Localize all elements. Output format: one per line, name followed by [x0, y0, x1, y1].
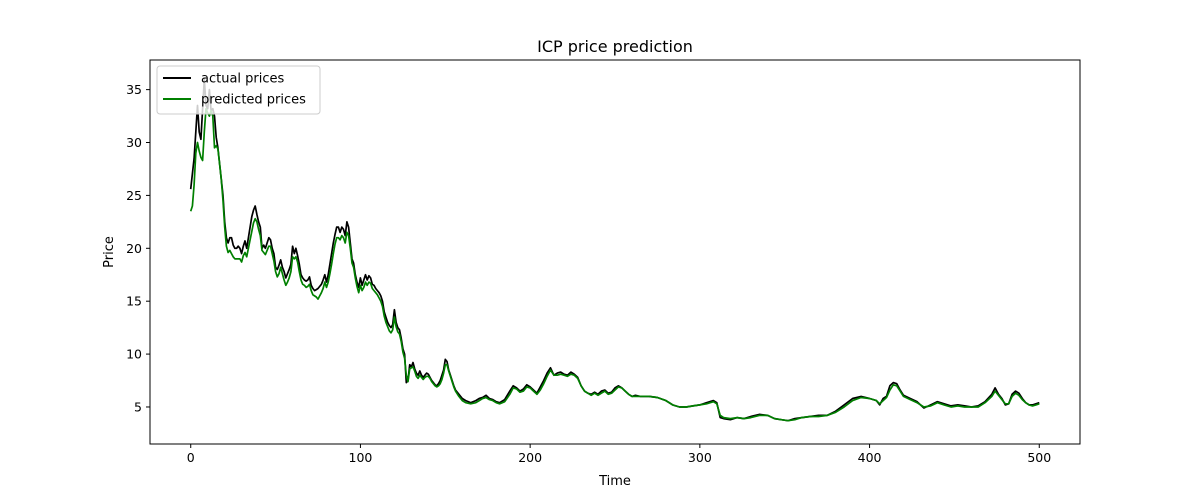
y-tick-label: 10	[126, 347, 142, 362]
x-tick-label: 500	[1027, 450, 1051, 465]
y-axis-title: Price	[102, 236, 117, 268]
x-axis: 0 100 200 300 400 500	[187, 444, 1051, 465]
legend-label-predicted: predicted prices	[201, 93, 306, 108]
x-tick-label: 300	[688, 450, 712, 465]
series-line-predicted	[189, 107, 1040, 422]
y-axis: 5 10 15 20 25 30 35	[126, 82, 150, 414]
plot-frame	[149, 59, 1081, 445]
y-tick-label: 5	[134, 399, 142, 414]
x-tick-label: 100	[349, 450, 373, 465]
x-tick-label: 400	[858, 450, 882, 465]
x-axis-title: Time	[598, 474, 631, 489]
y-tick-label: 15	[126, 294, 142, 309]
y-tick-label: 25	[126, 188, 142, 203]
y-tick-label: 35	[126, 82, 142, 97]
legend-box	[156, 65, 321, 115]
x-tick-label: 200	[518, 450, 542, 465]
legend: actual prices predicted prices	[156, 65, 321, 115]
y-tick-label: 30	[126, 135, 142, 150]
x-tick-label: 0	[187, 450, 195, 465]
chart-title: ICP price prediction	[537, 37, 693, 56]
series-layer	[189, 78, 1040, 422]
y-tick-label: 20	[126, 241, 142, 256]
legend-label-actual: actual prices	[201, 72, 285, 87]
series-line-actual	[189, 78, 1040, 422]
